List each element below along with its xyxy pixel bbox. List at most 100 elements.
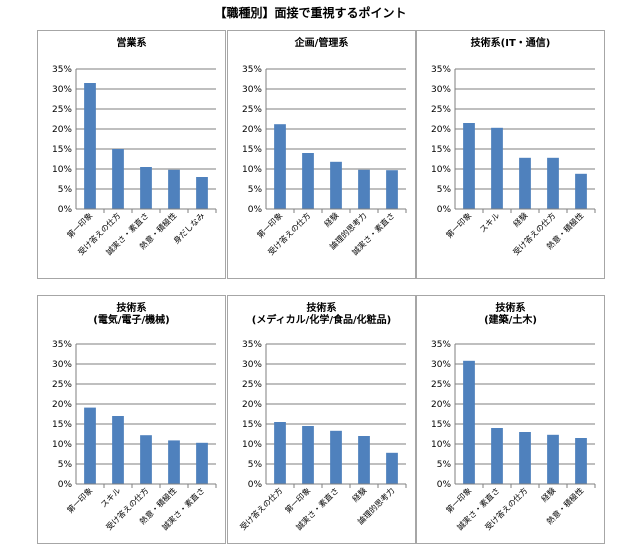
chart-title: 技術系(IT・通信) — [470, 38, 551, 49]
y-tick-label: 35% — [431, 65, 451, 75]
bar — [274, 124, 286, 209]
bar — [547, 157, 559, 209]
y-tick-label: 0% — [58, 205, 73, 215]
y-tick-label: 30% — [431, 85, 451, 95]
bar — [491, 127, 503, 209]
y-tick-label: 15% — [242, 145, 262, 155]
chart-title: 技術系 — [495, 303, 526, 314]
bar — [84, 83, 96, 209]
y-tick-label: 10% — [431, 440, 451, 450]
bar — [519, 432, 531, 484]
bar-chart: 0%5%10%15%20%25%30%35%第一印象 スキル 経験受け答えの仕方熱意… — [431, 65, 596, 257]
chart-title: 企画/管理系 — [294, 38, 349, 49]
bar — [168, 169, 180, 209]
bar — [330, 430, 342, 484]
bar — [463, 123, 475, 209]
bar — [112, 149, 124, 209]
y-tick-label: 25% — [242, 380, 262, 390]
y-tick-label: 5% — [437, 185, 452, 195]
y-tick-label: 0% — [248, 480, 263, 490]
y-tick-label: 15% — [52, 420, 72, 430]
y-tick-label: 25% — [431, 105, 451, 115]
bar — [274, 422, 286, 484]
x-tick-label: 経験 — [511, 210, 529, 228]
bar — [547, 434, 559, 484]
bar — [302, 426, 314, 484]
bar — [358, 169, 370, 209]
x-tick-label: 第一印象 — [283, 485, 313, 515]
chart-title: 営業系 — [116, 38, 147, 49]
x-tick-label: 受け答えの仕方 — [238, 485, 285, 532]
y-tick-label: 5% — [58, 185, 73, 195]
y-tick-label: 0% — [437, 480, 452, 490]
y-tick-label: 25% — [431, 380, 451, 390]
y-tick-label: 15% — [431, 420, 451, 430]
y-tick-label: 30% — [242, 360, 262, 370]
bar — [519, 157, 531, 209]
bar — [358, 436, 370, 484]
y-tick-label: 20% — [52, 400, 72, 410]
y-tick-label: 20% — [431, 125, 451, 135]
x-tick-label: 経験 — [350, 485, 368, 503]
bar — [196, 442, 208, 484]
bar — [386, 170, 398, 209]
chart-panel: 技術系 (建築/土木) 0% 5% 10% 15% 20% 25% 30% 35% 第一印象 誠実さ・… — [416, 295, 605, 544]
y-tick-label: 35% — [52, 340, 72, 350]
bar — [302, 153, 314, 209]
y-tick-label: 30% — [431, 360, 451, 370]
y-tick-label: 10% — [52, 165, 72, 175]
bar — [140, 435, 152, 484]
chart-panel: 企画/管理系 0% 5% 10% 15% 20% 25% 30% 35% 第一印象 受け答えの仕方経… — [227, 30, 416, 279]
y-tick-label: 30% — [242, 85, 262, 95]
x-tick-label: スキル — [478, 211, 501, 234]
y-tick-label: 30% — [52, 360, 72, 370]
y-tick-label: 10% — [242, 165, 262, 175]
chart-panel: 技術系(IT・通信) 0% 5% 10% 15% 20% 25% 30% 35% 第一印象 スキル経… — [416, 30, 605, 279]
y-tick-label: 25% — [52, 380, 72, 390]
y-tick-label: 15% — [431, 145, 451, 155]
bar-chart: 0%5%10%15%20%25%30%35%受け答えの仕方 第一印象誠実さ・素直さ… — [238, 340, 407, 532]
y-tick-label: 0% — [58, 480, 73, 490]
y-tick-label: 5% — [248, 185, 263, 195]
chart-title: (電気/電子/機械) — [93, 315, 170, 326]
y-tick-label: 35% — [242, 65, 262, 75]
y-tick-label: 35% — [52, 65, 72, 75]
chart-title: (メディカル/化学/食品/化粧品) — [251, 315, 392, 326]
y-tick-label: 10% — [52, 440, 72, 450]
bar-chart: 0%5%10%15%20%25%30%35%第一印象受け答えの仕方誠実さ・素直さ… — [52, 65, 217, 257]
y-tick-label: 20% — [52, 125, 72, 135]
x-tick-label: 経験 — [539, 485, 557, 503]
chart-title: 技術系 — [306, 303, 337, 314]
bar — [463, 360, 475, 484]
y-tick-label: 0% — [437, 205, 452, 215]
y-tick-label: 5% — [248, 460, 263, 470]
chart-panel: 営業系 0% 5% 10% 15% 20% 25% 30% 35% 第一印象 受け答えの仕方 誠実さ・… — [37, 30, 226, 279]
bar — [168, 440, 180, 484]
chart-title: (建築/土木) — [484, 315, 537, 326]
bar — [386, 452, 398, 484]
bar — [84, 407, 96, 484]
bar — [491, 428, 503, 484]
y-tick-label: 20% — [242, 400, 262, 410]
y-tick-label: 10% — [431, 165, 451, 175]
chart-title: 技術系 — [116, 303, 147, 314]
bar — [330, 161, 342, 209]
bar-chart: 0%5%10%15%20%25%30%35%第一印象 スキル受け答えの仕方熱意・積… — [52, 340, 217, 532]
chart-panel: 技術系 (メディカル/化学/食品/化粧品) 0% 5% 10% 15% 20% 25% 30% 3… — [227, 295, 416, 544]
bar — [575, 173, 587, 209]
y-tick-label: 25% — [242, 105, 262, 115]
y-tick-label: 20% — [242, 125, 262, 135]
y-tick-label: 15% — [242, 420, 262, 430]
x-tick-label: 経験 — [322, 210, 340, 228]
bar — [140, 167, 152, 209]
y-tick-label: 20% — [431, 400, 451, 410]
y-tick-label: 10% — [242, 440, 262, 450]
bar — [575, 438, 587, 484]
bar-chart: 0%5%10%15%20%25%30%35%第一印象誠実さ・素直さ受け答えの仕方… — [431, 340, 596, 532]
page-title: 【職種別】面接で重視するポイント — [214, 6, 407, 20]
y-tick-label: 5% — [437, 460, 452, 470]
bar — [112, 416, 124, 484]
y-tick-label: 35% — [431, 340, 451, 350]
y-tick-label: 35% — [242, 340, 262, 350]
